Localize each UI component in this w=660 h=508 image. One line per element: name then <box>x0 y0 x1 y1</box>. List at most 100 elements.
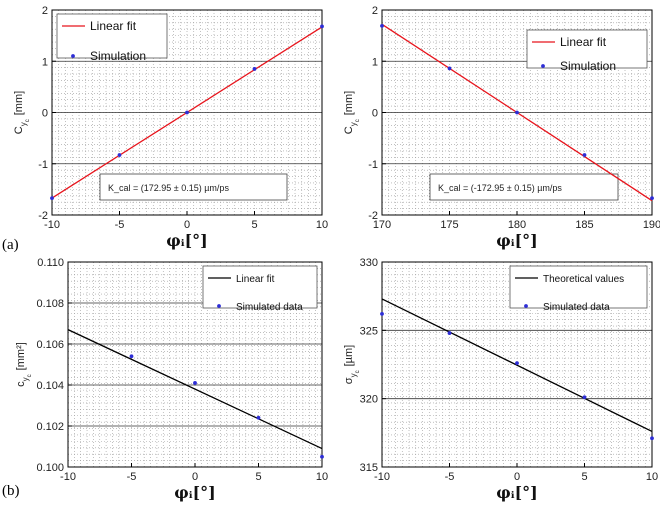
data-point <box>515 361 519 366</box>
x-tick-label: 0 <box>184 219 190 231</box>
data-point <box>582 153 587 157</box>
x-tick-label: -5 <box>115 219 125 231</box>
data-point <box>256 415 261 420</box>
legend-label: Linear fit <box>236 274 275 285</box>
y-tick-label: 0.110 <box>37 257 64 269</box>
chart-panel-2: -2 -1 0 1 2 170 175 180 185 190 φᵢ[°] Cyc[mm] K_cal … <box>343 5 660 250</box>
panel-label-a: (a) <box>2 237 19 253</box>
x-tick-label: -5 <box>445 471 455 483</box>
data-point <box>515 110 519 115</box>
data-point <box>582 395 587 400</box>
legend-label: Linear fit <box>90 19 137 33</box>
legend-marker-swatch <box>71 54 75 58</box>
y-tick-label: 1 <box>372 56 378 68</box>
y-tick-label: -1 <box>368 159 378 171</box>
legend-marker-swatch <box>524 304 528 308</box>
data-point <box>320 24 324 29</box>
x-axis-label: φᵢ[°] <box>496 483 537 502</box>
y-tick-label: 2 <box>372 5 378 17</box>
y-tick-label: 315 <box>360 462 378 474</box>
x-tick-label: 0 <box>514 471 520 483</box>
y-tick-label: 325 <box>360 325 378 337</box>
axes-frame <box>67 261 323 468</box>
y-tick-label: 330 <box>360 257 378 269</box>
legend-label: Theoretical values <box>543 274 624 285</box>
x-tick-label: 0 <box>192 471 198 483</box>
x-tick-label: 5 <box>255 471 261 483</box>
x-tick-label: 5 <box>251 219 257 231</box>
x-tick-label: 5 <box>581 471 587 483</box>
y-tick-label: 0.100 <box>36 462 64 474</box>
y-tick-label: 0.104 <box>36 380 64 392</box>
y-tick-label: -2 <box>368 210 378 222</box>
x-tick-label: 180 <box>508 219 526 231</box>
legend-label: Simulation <box>560 59 616 73</box>
x-tick-label: 10 <box>316 219 328 231</box>
y-tick-label: 0 <box>42 108 48 120</box>
data-point <box>117 153 122 157</box>
y-tick-label: 0.102 <box>36 421 64 433</box>
annotation-text: K_cal = (-172.95 ± 0.15) µm/ps <box>438 183 562 193</box>
legend-marker-swatch <box>541 64 545 68</box>
x-tick-label: -10 <box>374 471 390 483</box>
y-tick-label: 2 <box>42 5 48 17</box>
y-tick-label: 0.106 <box>36 339 64 351</box>
x-tick-label: 185 <box>575 219 593 231</box>
data-point <box>320 454 324 459</box>
y-axis-label: σyc[µm] <box>343 345 361 384</box>
chart-panel-3: 0.100 0.102 0.104 0.106 0.108 0.110 -10 -5 0 5 10 φ… <box>15 257 328 502</box>
legend-label: Simulated data <box>236 302 303 313</box>
y-tick-label: -1 <box>38 159 48 171</box>
x-tick-label: -10 <box>44 219 60 231</box>
y-tick-label: 0.108 <box>36 298 64 310</box>
x-tick-label: 10 <box>316 471 328 483</box>
y-tick-label: 0 <box>372 108 378 120</box>
legend-box <box>202 265 318 309</box>
annotation-box <box>429 173 619 201</box>
x-tick-label: -10 <box>60 471 76 483</box>
legend-marker-swatch <box>217 304 221 308</box>
legend-box <box>56 13 168 59</box>
data-point <box>447 66 452 71</box>
axes-frame <box>381 261 653 468</box>
data-point <box>193 381 197 385</box>
data-point <box>50 196 54 200</box>
legend-box <box>526 29 648 69</box>
data-point <box>185 110 189 115</box>
legend-label: Simulated data <box>543 302 610 313</box>
y-tick-label: 1 <box>42 56 48 68</box>
data-point <box>447 331 452 335</box>
x-tick-label: 175 <box>440 219 458 231</box>
data-point <box>650 436 654 441</box>
x-tick-label: 190 <box>643 219 660 231</box>
axes-frame <box>381 9 653 216</box>
x-axis-label: φᵢ[°] <box>174 483 215 502</box>
legend-label: Simulation <box>90 49 146 63</box>
x-axis-label: φᵢ[°] <box>496 231 537 250</box>
y-tick-label: 320 <box>360 394 378 406</box>
data-point <box>380 23 384 28</box>
series-line-1 <box>381 298 653 433</box>
data-point <box>129 354 134 359</box>
panel-label-b: (b) <box>2 483 20 499</box>
y-axis-label: Cyc[mm] <box>343 91 361 134</box>
y-tick-label: -2 <box>38 210 48 222</box>
chart-panel-4: 315 320 325 330 -10 -5 0 5 10 φᵢ[°] σyc[µm] Theoret… <box>343 257 658 502</box>
x-tick-label: -5 <box>127 471 137 483</box>
grid-lines <box>68 262 322 467</box>
annotation-box <box>99 173 288 201</box>
y-axis-label: cyc[mm²] <box>15 342 33 387</box>
legend-label: Linear fit <box>560 35 607 49</box>
axes-frame <box>51 9 323 216</box>
x-tick-label: 170 <box>373 219 391 231</box>
legend-box <box>509 265 648 309</box>
annotation-text: K_cal = (172.95 ± 0.15) µm/ps <box>108 183 229 193</box>
data-point <box>252 67 257 71</box>
data-point <box>650 196 654 200</box>
x-tick-label: 10 <box>646 471 658 483</box>
data-point <box>380 312 384 316</box>
series-line-1 <box>67 329 323 450</box>
x-axis-label: φᵢ[°] <box>166 231 207 250</box>
